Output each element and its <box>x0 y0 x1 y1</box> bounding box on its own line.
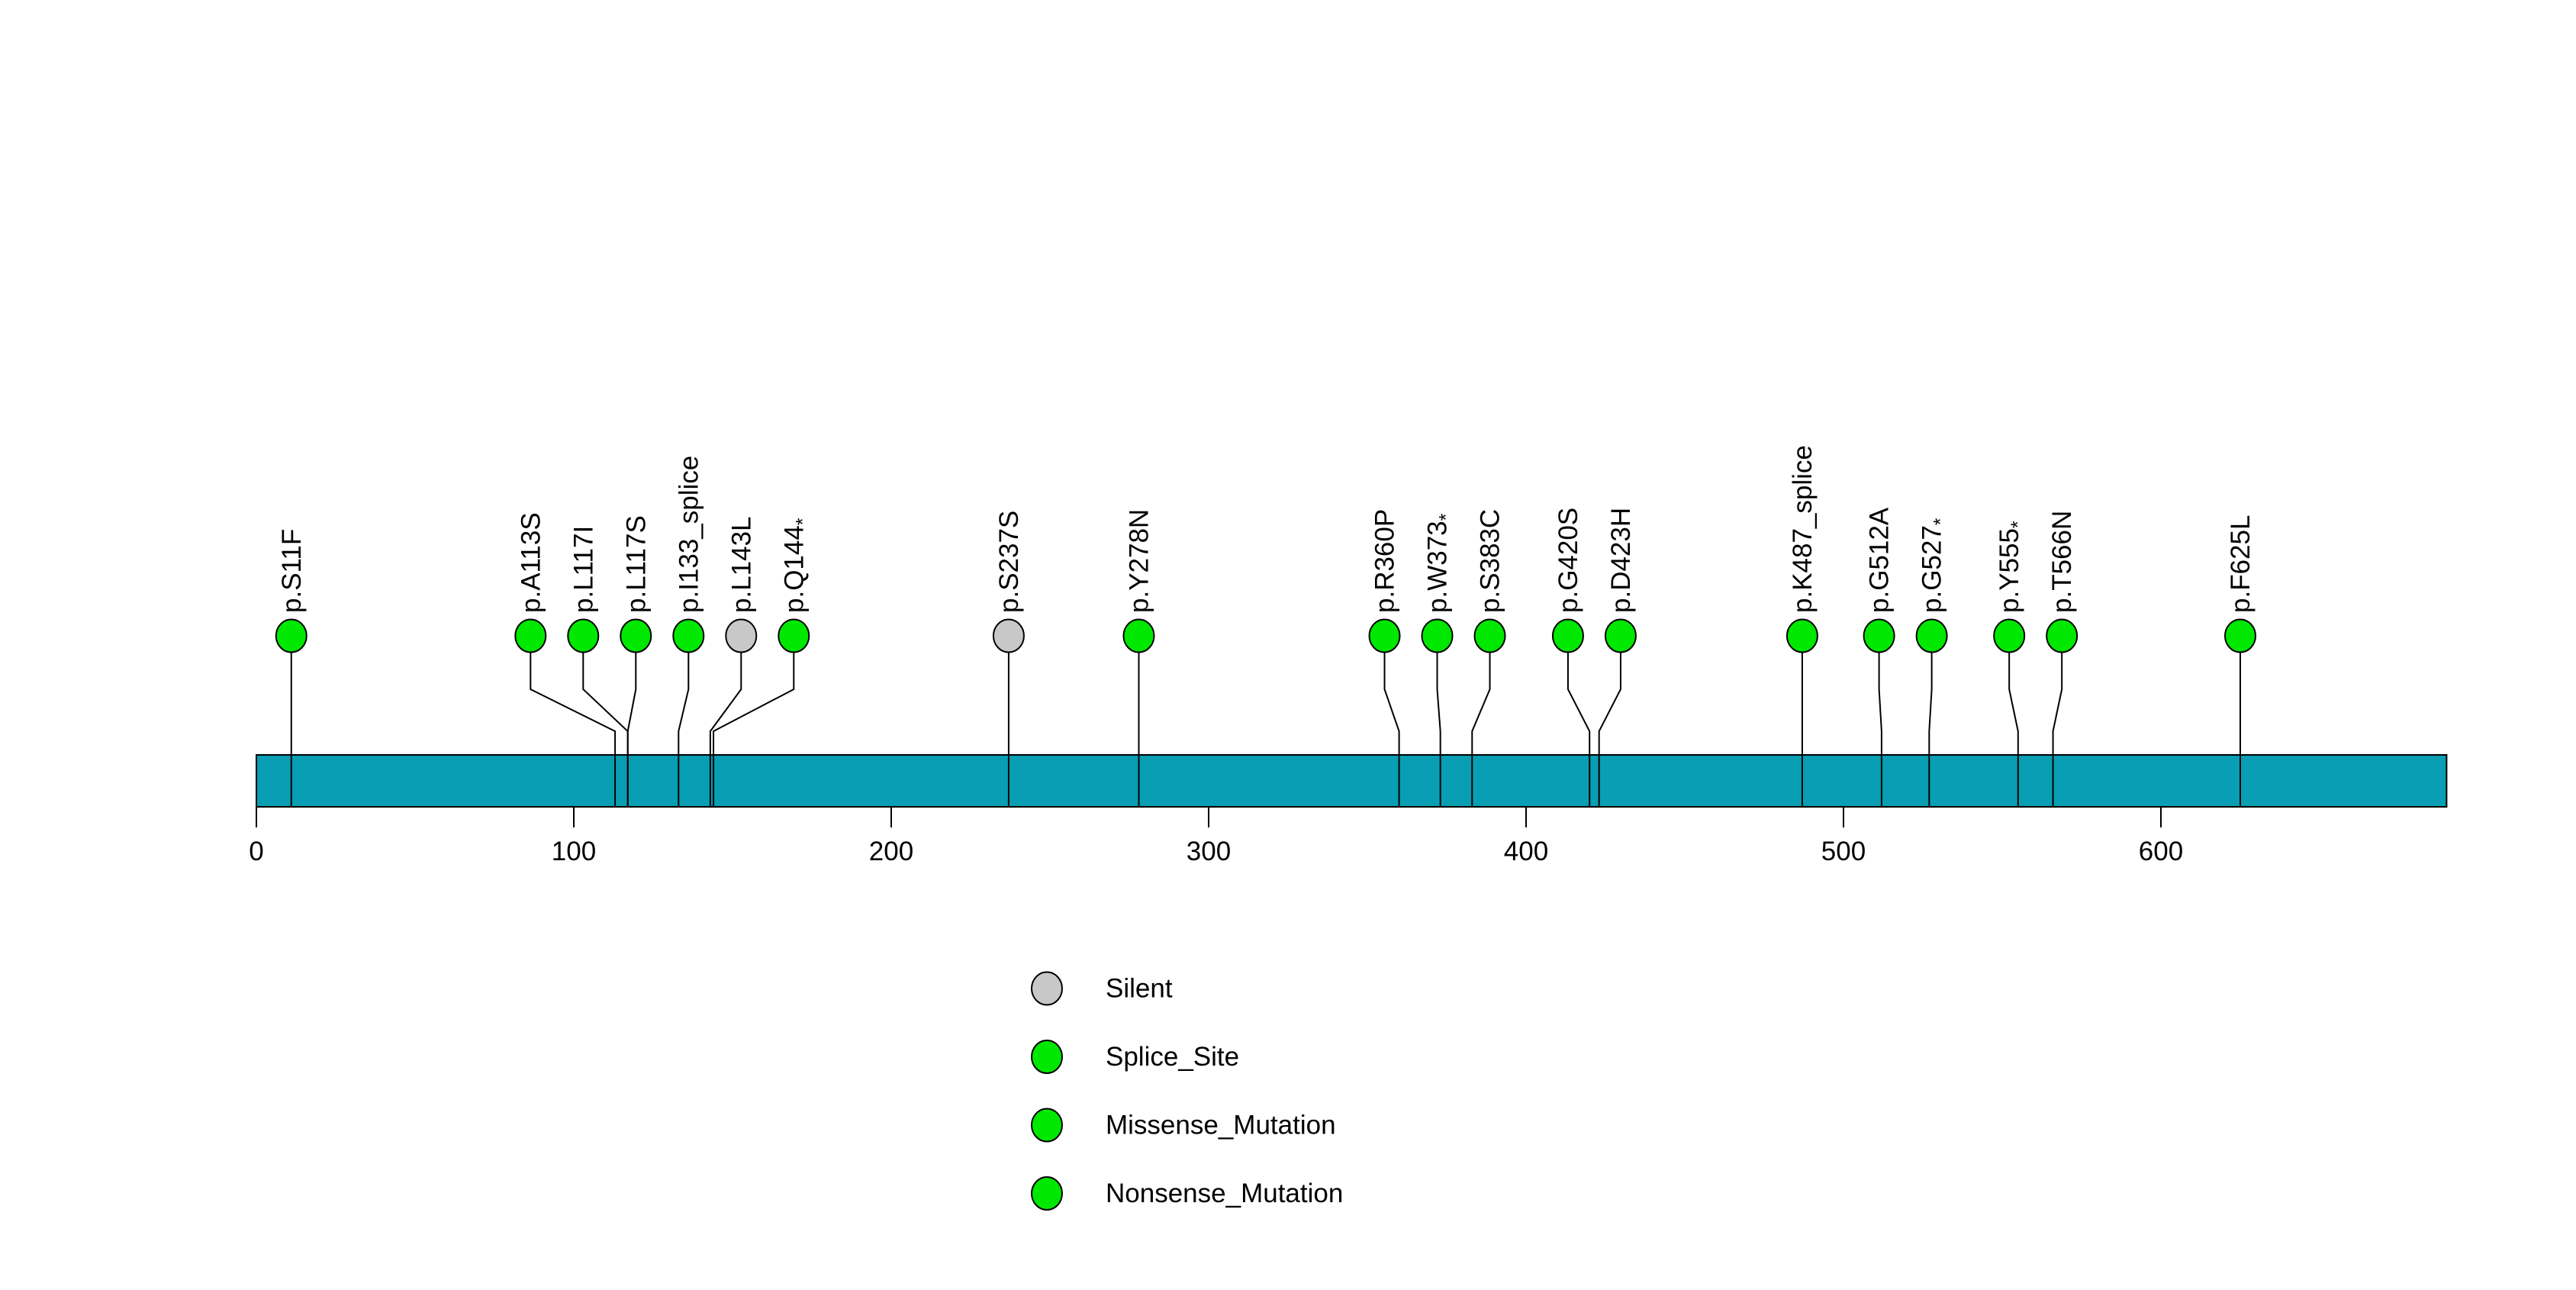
mutation-marker-p-g420s <box>1551 618 1584 653</box>
mutation-marker-p-y278n <box>1122 618 1155 653</box>
mutation-label: p.S11F <box>276 529 306 613</box>
mutation-label: p.S237S <box>993 511 1023 613</box>
x-axis-tick-label: 100 <box>552 837 596 866</box>
mutation-marker-p-r360p <box>1368 618 1401 653</box>
mutation-labels: p.S11F p.A113S p.L117I p.L117S p.I133_splice… <box>276 445 2255 613</box>
x-axis-tick-label: 600 <box>2139 837 2183 866</box>
legend-item-silent: Silent <box>1031 971 1173 1006</box>
mutation-marker-p-f625l <box>2224 618 2256 653</box>
mutation-marker-p-d423h <box>1604 618 1637 653</box>
mutation-label: p.L117S <box>621 515 651 613</box>
mutation-marker-p-g512a <box>1863 618 1895 653</box>
mutation-connector <box>626 636 637 806</box>
mutation-marker-p-s237s <box>992 618 1025 653</box>
connector-lines <box>290 636 2241 806</box>
mutation-label: p.K487_splice <box>1787 445 1817 613</box>
mutation-label: p.L143L <box>726 516 756 613</box>
mutation-connector <box>678 636 690 806</box>
legend: Silent Splice_Site Missense_Mutation Nonsen… <box>1031 971 1343 1211</box>
mutation-marker-p-i133-splice <box>672 618 705 653</box>
x-axis-tick-label: 300 <box>1187 837 1231 866</box>
x-axis-tick-label: 500 <box>1821 837 1866 866</box>
mutation-label: p.Y555* <box>1995 521 2030 613</box>
mutation-marker-p-l143l <box>725 618 758 653</box>
mutation-marker-p-l117i <box>567 618 600 653</box>
mutation-marker-p-s11f <box>275 618 308 653</box>
mutation-label: p.A113S <box>516 512 546 613</box>
mutation-connector <box>1436 636 1441 806</box>
mutation-markers <box>275 618 2256 653</box>
mutation-label: p.D423H <box>1605 508 1635 613</box>
mutation-connector <box>713 636 795 806</box>
mutation-marker-p-l117s <box>620 618 652 653</box>
legend-item-missense_mutation: Missense_Mutation <box>1031 1108 1336 1143</box>
legend-item-splice_site: Splice_Site <box>1031 1040 1239 1074</box>
mutation-label: p.L117I <box>568 526 598 613</box>
mutation-connector <box>530 636 617 806</box>
mutation-marker-p-k487-splice <box>1785 618 1818 653</box>
x-axis-tick-label: 400 <box>1504 837 1548 866</box>
protein-bar <box>256 754 2448 808</box>
mutation-label: p.R360P <box>1370 509 1399 613</box>
mutation-connector <box>1598 636 1621 806</box>
mutation-label: p.I133_splice <box>674 456 704 613</box>
mutation-connector <box>1928 636 1933 806</box>
legend-label-missense_mutation: Missense_Mutation <box>1106 1111 1336 1140</box>
mutation-label: p.T566N <box>2047 511 2077 613</box>
x-axis-tick-label: 0 <box>249 837 263 866</box>
mutation-label: p.Y278N <box>1124 509 1154 613</box>
legend-swatch-missense_mutation <box>1031 1108 1063 1143</box>
legend-swatch-splice_site <box>1031 1040 1063 1074</box>
mutation-label: p.G512A <box>1864 507 1894 613</box>
mutation-label: p.F625L <box>2226 515 2256 613</box>
mutation-connector <box>2008 636 2019 806</box>
mutation-connector <box>709 636 742 806</box>
mutation-marker-p-t566n <box>2046 618 2079 653</box>
legend-item-nonsense_mutation: Nonsense_Mutation <box>1031 1176 1343 1211</box>
mutation-marker-p-s383c <box>1473 618 1506 653</box>
mutation-marker-p-y555- <box>1993 618 2026 653</box>
mutation-connector <box>1471 636 1491 806</box>
mutation-label: p.S383C <box>1475 509 1505 613</box>
mutation-label: p.G420S <box>1553 508 1583 613</box>
x-axis: 0 100 200 300 400 500 600 <box>249 807 2183 866</box>
x-axis-tick-label: 200 <box>869 837 913 866</box>
legend-label-silent: Silent <box>1106 974 1173 1004</box>
legend-label-nonsense_mutation: Nonsense_Mutation <box>1106 1179 1343 1208</box>
legend-swatch-nonsense_mutation <box>1031 1176 1063 1211</box>
mutation-marker-p-a113s <box>514 618 547 653</box>
mutation-label: p.G527* <box>1917 518 1952 613</box>
mutation-connector <box>1567 636 1591 806</box>
mutation-connector <box>1878 636 1882 806</box>
mutation-marker-p-g527- <box>1915 618 1948 653</box>
mutation-label: p.Q144* <box>779 518 814 613</box>
mutation-connector <box>2052 636 2063 806</box>
legend-label-splice_site: Splice_Site <box>1106 1042 1239 1072</box>
legend-swatch-silent <box>1031 971 1063 1006</box>
mutation-marker-p-q144- <box>778 618 810 653</box>
mutation-marker-p-w373- <box>1421 618 1454 653</box>
mutation-label: p.W373* <box>1422 513 1457 613</box>
mutation-connector <box>1383 636 1400 806</box>
